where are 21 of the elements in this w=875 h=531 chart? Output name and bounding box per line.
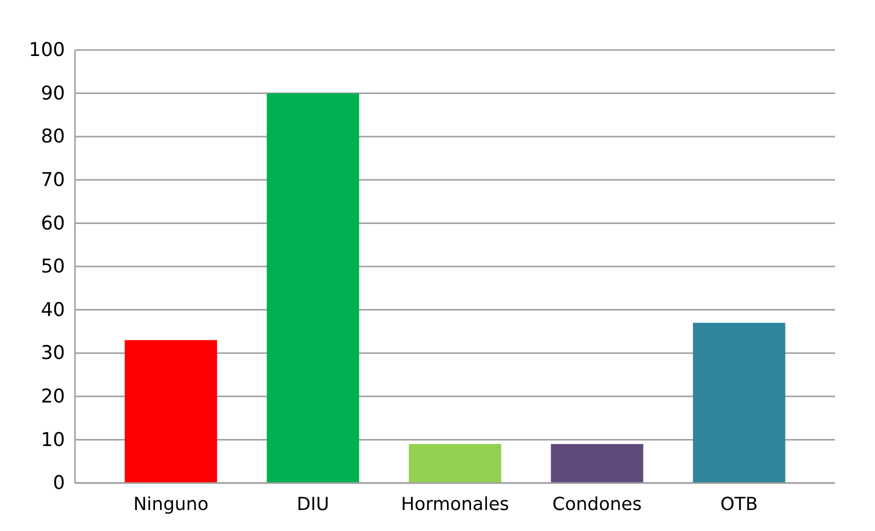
- y-tick-label: 10: [40, 428, 65, 451]
- x-tick-label: DIU: [296, 494, 330, 515]
- y-tick-label: 50: [40, 256, 65, 278]
- y-tick-label: 90: [40, 82, 65, 104]
- y-tick-label: 100: [28, 39, 65, 62]
- bar: [692, 322, 786, 483]
- y-tick-label: 0: [52, 472, 65, 494]
- y-tick-label: 30: [40, 342, 65, 364]
- x-tick-label: Condones: [552, 494, 642, 515]
- x-tick-label: Ninguno: [133, 494, 208, 515]
- bar: [266, 93, 360, 483]
- y-tick-label: 70: [40, 168, 65, 191]
- bar: [124, 340, 218, 483]
- x-tick-label: OTB: [720, 494, 758, 515]
- y-tick-label: 80: [40, 126, 65, 148]
- y-tick-label: 60: [40, 212, 65, 234]
- bar: [408, 444, 502, 483]
- y-tick-label: 40: [40, 298, 65, 321]
- y-tick-label: 20: [40, 385, 65, 408]
- x-tick-label: Hormonales: [400, 494, 510, 515]
- bar: [550, 444, 644, 483]
